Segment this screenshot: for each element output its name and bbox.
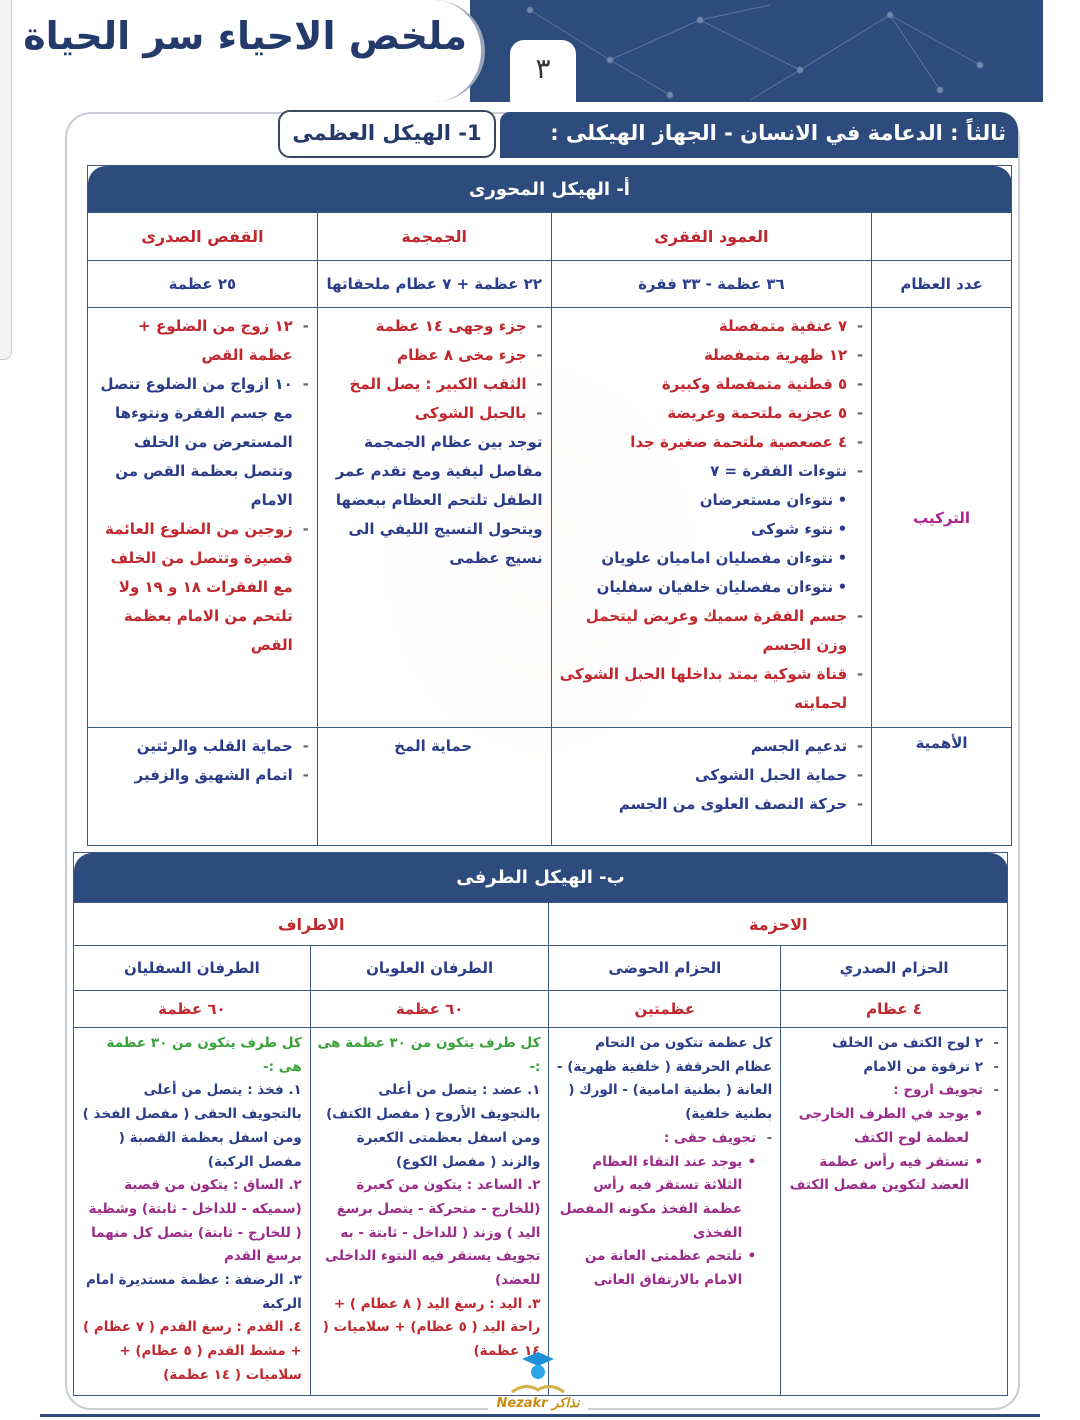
text-line: ١٢ زوج من الضلوع + عظمة القص — [94, 312, 309, 370]
text-line: حماية المخ — [394, 737, 473, 755]
text-line: كل طرف يتكون من ٣٠ عظمة هى :- — [317, 1035, 541, 1075]
count-pectoral: ٤ عظام — [780, 990, 1008, 1028]
appendicular-skeleton-table: ب- الهيكل الطرفى الاحزمة الاطراف الحزام … — [72, 852, 1008, 1396]
content-upper: كل طرف يتكون من ٣٠ عظمة هى :- ١. عضد : يت… — [309, 1027, 550, 1396]
text-line: ١٠ ازواج من الضلوع تتصل مع جسم الفقرة ون… — [94, 370, 309, 515]
text-line: ٢ ترقوة من الامام — [787, 1056, 999, 1080]
section-subheading: 1- الهيكل العظمى — [278, 110, 496, 158]
content-pectoral: ٢ لوح الكتف من الخلف٢ ترقوة من الامامتجو… — [780, 1027, 1008, 1396]
text-line: ٣. اليد : رسغ اليد ( ٨ عظام ) + راحة الي… — [322, 1295, 541, 1360]
text-line: حماية الحبل الشوكى — [558, 761, 864, 790]
content-pelvic: كل عظمة تتكون من التحام عظام الحرقفة ( خ… — [548, 1027, 782, 1396]
structure-vertebral: ٧ عنقية متمفصلة١٢ ظهرية متمفصلة٥ قطنية م… — [550, 307, 873, 728]
text-line: جزء وجهى ١٤ عظمة — [324, 312, 543, 341]
importance-skull: حماية المخ — [316, 727, 552, 846]
text-line: زوجين من الضلوع العائمة قصيرة وتتصل من ا… — [94, 515, 309, 660]
group-girdles: الاحزمة — [548, 902, 1008, 946]
count-pelvic: عظمتين — [548, 990, 782, 1028]
text-line: ٧ عنقية متمفصلة — [558, 312, 864, 341]
bullet-item: نتوء شوكى — [558, 515, 864, 544]
text-line: توجد بين عظام الجمجمة مفاصل ليفية ومع تق… — [335, 433, 543, 567]
axial-title: أ- الهيكل المحورى — [87, 165, 1012, 213]
text-line: ١٢ ظهرية متمفصلة — [558, 341, 864, 370]
text-line: ٢. الساعد : يتكون من كعبرة (للخارج - متح… — [325, 1177, 541, 1289]
empty-corner — [871, 212, 1012, 261]
text-line: كل عظمة تتكون من التحام عظام الحرقفة ( خ… — [556, 1035, 773, 1123]
nezakr-logo: Nezakr نذاكر — [488, 1348, 588, 1414]
text-line: ٤ عصعصية ملتحمة صغيرة جدا — [558, 428, 864, 457]
col-vertebral: العمود الفقرى — [550, 212, 873, 261]
col-thorax: القفص الصدرى — [87, 212, 318, 261]
bullet-item: تلتحم عظمتى العانة من الامام بالارتفاق ا… — [555, 1245, 772, 1292]
count-skull: ٢٢ عظمة + ٧ عظام ملحقاتها — [316, 260, 552, 308]
title-area: ملخص الاحياء سر الحياة — [23, 0, 485, 102]
text-line: بالحبل الشوكى — [324, 399, 543, 428]
text-line: ٢. الساق : يتكون من قصبة (سميكه - للداخل… — [88, 1177, 302, 1265]
col-lower-limbs: الطرفان السفليان — [73, 945, 311, 991]
appendicular-title: ب- الهيكل الطرفى — [73, 852, 1008, 903]
text-line: حركة النصف العلوى من الجسم — [558, 790, 864, 819]
bullet-item: نتوءان مفصليان خلفيان سفليان — [558, 573, 864, 602]
text-line: تجويف اروح : — [787, 1079, 999, 1103]
network-pattern-icon — [526, 4, 984, 101]
count-thorax: ٢٥ عظمة — [87, 260, 318, 308]
page-number: ٣ — [510, 40, 576, 104]
row-label-importance: الأهمية — [871, 727, 1012, 846]
page-title: ملخص الاحياء سر الحياة — [23, 14, 467, 58]
text-line: جسم الفقرة سميك وعريض ليتحمل وزن الجسم — [558, 602, 864, 660]
text-line: تدعيم الجسم — [558, 732, 864, 761]
text-line: ٤. القدم : رسغ القدم ( ٧ عظام ) + مشط ال… — [82, 1319, 302, 1383]
text-line: نتوءات الفقرة = ٧ — [558, 457, 864, 486]
col-upper-limbs: الطرفان العلويان — [309, 945, 550, 991]
section-heading: ثالثاً : الدعامة في الانسان - الجهاز اله… — [500, 112, 1018, 158]
count-upper: ٦٠ عظمة — [309, 990, 550, 1028]
bullet-item: يوجد في الطرف الخارجى لعظمة لوح الكتف — [787, 1103, 999, 1150]
text-line: ٥ عجزية ملتحمة وعريضة — [558, 399, 864, 428]
structure-skull: جزء وجهى ١٤ عظمةجزء مخى ٨ عظامالثقب الكب… — [316, 307, 552, 728]
bullet-item: نتوءان مفصليان اماميان علويان — [558, 544, 864, 573]
content-lower: كل طرف يتكون من ٣٠ عظمة هى :- ١. فخذ : يت… — [73, 1027, 311, 1396]
text-line: ٥ قطنية متمفصلة وكبيرة — [558, 370, 864, 399]
logo-text: Nezakr نذاكر — [488, 1396, 588, 1412]
graduate-book-icon — [511, 1352, 565, 1394]
text-line: جزء مخى ٨ عظام — [324, 341, 543, 370]
text-line: ٣. الرضفة : عظمة مستديرة امام الركبة — [86, 1272, 302, 1312]
text-line: اتمام الشهيق والزفير — [94, 761, 309, 790]
count-lower: ٦٠ عظمة — [73, 990, 311, 1028]
row-label-count: عدد العظام — [871, 260, 1012, 308]
structure-thorax: ١٢ زوج من الضلوع + عظمة القص١٠ ازواج من … — [87, 307, 318, 728]
bullet-item: يوجد عند التقاء العظام الثلاثة تستقر فيه… — [555, 1151, 772, 1246]
scroll-edge — [0, 0, 12, 360]
text-line: تجويف حقى : — [555, 1127, 772, 1151]
text-line: قناة شوكية يمتد بداخلها الحبل الشوكى لحم… — [558, 660, 864, 718]
group-limbs: الاطراف — [72, 902, 550, 946]
importance-thorax: حماية القلب والرئتيناتمام الشهيق والزفير — [87, 727, 318, 846]
text-line: ١. فخذ : يتصل من أعلى بالتجويف الحقى ( م… — [82, 1082, 302, 1170]
bullet-item: تستقر فيه رأس عظمة العضد لتكوين مفصل الك… — [787, 1151, 999, 1198]
text-line: ٢ لوح الكتف من الخلف — [787, 1032, 999, 1056]
bottom-rule — [40, 1414, 1040, 1417]
count-vertebral: ٣٦ عظمة - ٣٣ فقرة — [550, 260, 873, 308]
text-line: كل طرف يتكون من ٣٠ عظمة هى :- — [106, 1035, 302, 1075]
bullet-item: نتوءان مستعرضان — [558, 486, 864, 515]
text-line: حماية القلب والرئتين — [94, 732, 309, 761]
text-line: ١. عضد : يتصل من أعلى بالتجويف الأروح ( … — [326, 1082, 541, 1170]
row-label-structure: التركيب — [871, 307, 1012, 728]
col-skull: الجمجمة — [316, 212, 552, 261]
axial-skeleton-table: أ- الهيكل المحورى العمود الفقرى الجمجمة … — [87, 165, 1012, 846]
text-line: الثقب الكبير : يصل المخ — [324, 370, 543, 399]
col-pelvic-girdle: الحزام الحوضى — [548, 945, 782, 991]
col-pectoral-girdle: الحزام الصدري — [780, 945, 1008, 991]
